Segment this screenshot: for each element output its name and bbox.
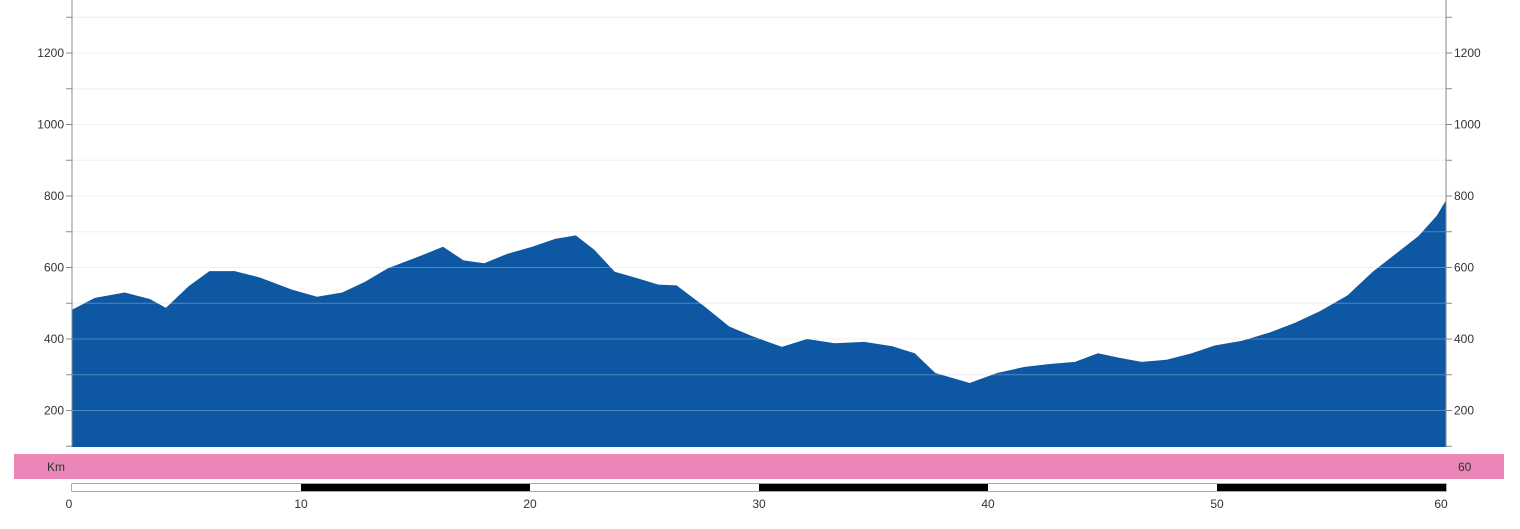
y-tick-label-left: 800 [44,189,64,203]
y-tick-label-left: 1200 [37,46,64,60]
x-tick-label: 50 [1210,497,1224,511]
y-tick-label-left: 1000 [37,118,64,132]
x-tick-label: 20 [523,497,537,511]
scale-bar-segment [301,484,530,491]
y-tick-label-left: 200 [44,404,64,418]
x-axis-ticks: 0 10 20 30 40 50 60 [66,497,1448,511]
y-tick-label-left: 600 [44,261,64,275]
distance-band [14,454,1504,479]
x-tick-label: 60 [1434,497,1448,511]
scale-bar-segment [988,484,1217,491]
x-axis-end-label: 60 [1458,460,1472,474]
y-tick-label-right: 800 [1454,189,1474,203]
x-tick-label: 0 [66,497,73,511]
elevation-area [72,200,1446,447]
y-tick-label-right: 1000 [1454,118,1481,132]
y-axis-ticks: 200 200 400 400 600 600 800 800 1000 1000 1200 1200 [37,16,1481,447]
scale-bar-segment [759,484,988,491]
scale-bar-segment [530,484,759,491]
x-axis-unit-label: Km [47,460,65,474]
x-tick-label: 10 [294,497,308,511]
scale-bar-segment [1217,484,1446,491]
y-tick-label-left: 400 [44,332,64,346]
grid-overlay [72,16,1446,411]
y-tick-label-right: 600 [1454,261,1474,275]
y-tick-label-right: 200 [1454,404,1474,418]
scale-bar-segment [72,484,301,491]
x-tick-label: 30 [752,497,766,511]
x-tick-label: 40 [981,497,995,511]
distance-scale-bar [71,483,1447,492]
y-tick-label-right: 1200 [1454,46,1481,60]
y-tick-label-right: 400 [1454,332,1474,346]
